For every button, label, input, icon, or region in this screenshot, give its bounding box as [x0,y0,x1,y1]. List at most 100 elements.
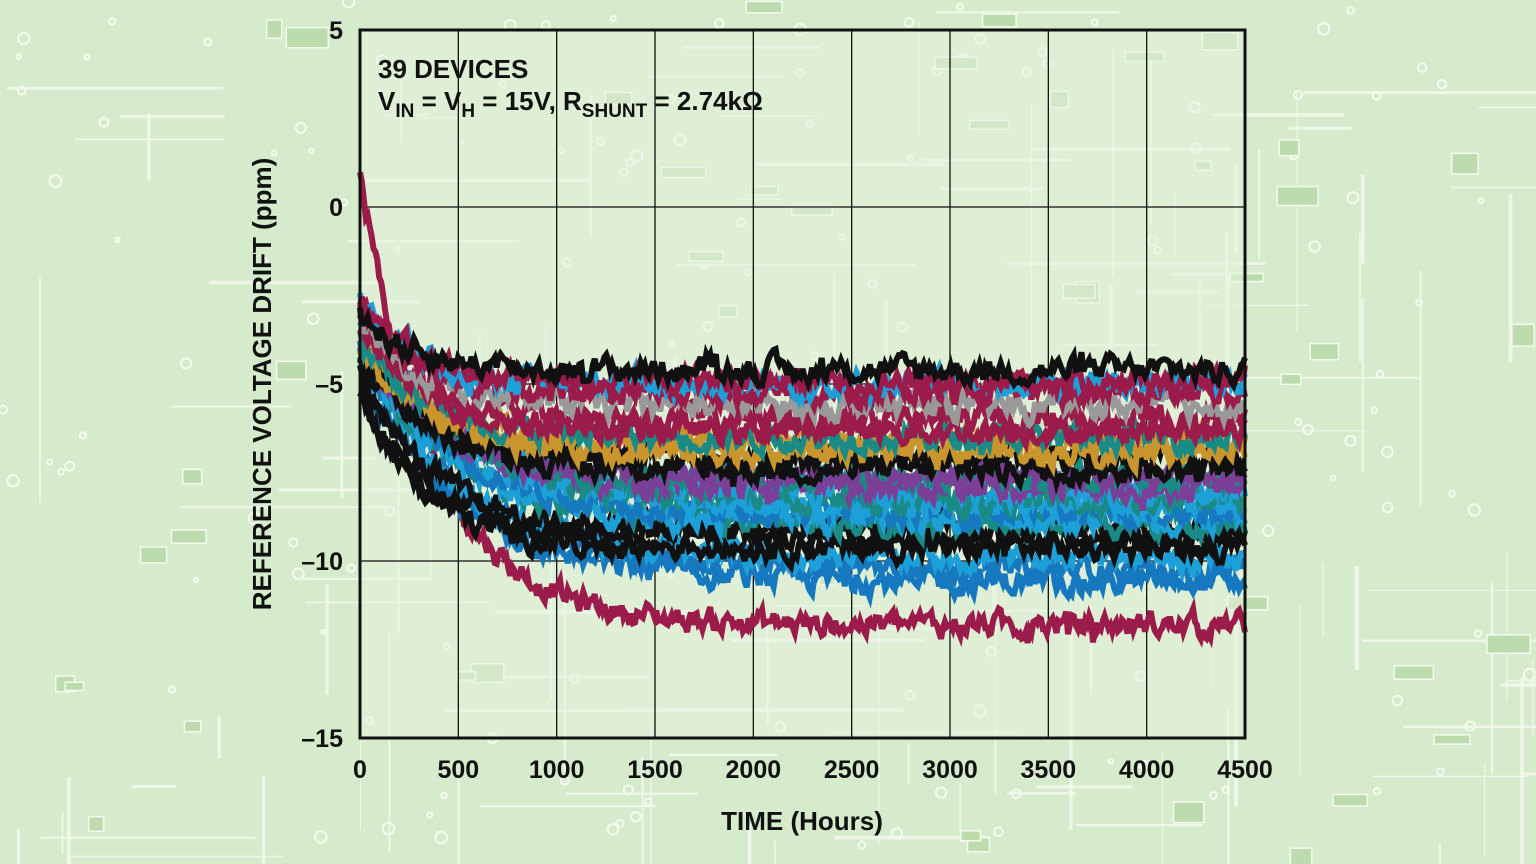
via [606,823,620,836]
via [1302,423,1314,436]
series-line [357,292,1248,411]
equals-15v-r: = 15V, R [475,86,582,116]
via [1090,18,1099,27]
plot-frame [358,28,1247,740]
via [261,256,268,264]
x-tick-label: 2500 [824,756,880,784]
via [1010,788,1022,800]
via [114,236,121,244]
component [87,815,105,833]
y-tick-label: –15 [301,725,343,753]
annotation-line1: 39 DEVICES [378,54,528,84]
via [17,31,31,46]
via [434,830,449,845]
via [1262,524,1275,538]
via [956,2,965,11]
component [1486,634,1531,655]
series-line [357,382,1248,563]
via [1346,191,1360,205]
series-line [357,312,1247,432]
via [1467,503,1481,517]
y-tick-label: –10 [301,548,343,576]
via [308,147,315,155]
via [1292,89,1304,101]
via [559,775,570,786]
x-tick-label: 500 [437,756,479,784]
x-tick-label: 2000 [726,756,782,784]
x-tick-label: 4500 [1217,756,1273,784]
component [170,529,207,545]
series-line [357,171,1248,649]
via [288,537,299,548]
via [644,797,653,806]
via [1436,79,1448,90]
via [381,821,396,836]
via [1416,62,1428,73]
component [981,13,1017,28]
x-tick-label: 1500 [627,756,683,784]
via [713,18,725,29]
y-tick-label: 5 [329,17,343,45]
component [1511,323,1535,347]
via [1294,418,1303,427]
y-tick-labels: 5 0 –5 –10 –15 [301,17,343,753]
via [314,829,328,844]
equals-v: = V [414,86,462,116]
via [1107,758,1115,765]
via [291,567,305,581]
via [1371,90,1382,101]
via [993,826,1004,837]
via [15,53,22,60]
via [1344,434,1357,447]
series-line [357,296,1248,410]
via [857,840,867,850]
via [294,121,307,134]
x-tick-label: 4000 [1119,756,1175,784]
v-h-subscript: H [461,101,475,122]
via [890,827,904,840]
via [346,563,357,573]
via [78,431,88,440]
via [440,791,448,800]
via [46,458,54,466]
component [285,26,330,49]
via [622,784,634,796]
x-tick-label: 0 [353,756,367,784]
via [180,357,193,370]
annotation: 39 DEVICES VIN = VH = 15V, RSHUNT = 2.74… [378,54,763,122]
via [64,460,76,472]
component [1276,185,1319,207]
via [270,149,278,157]
via [1209,791,1218,800]
component [183,720,202,733]
component [139,546,168,564]
via [1346,6,1355,15]
equals-resistance: = 2.74kΩ [647,86,763,116]
component [1280,373,1302,386]
via [1381,501,1394,514]
component [1278,139,1300,157]
via [615,818,625,828]
y-tick-label: –5 [315,371,343,399]
via [48,174,63,189]
via [1474,629,1483,638]
component [275,360,307,381]
component [745,0,783,14]
via [98,116,110,128]
via [1025,771,1034,780]
via [320,628,327,635]
via [1372,787,1381,796]
component [1332,793,1369,807]
r-shunt-subscript: SHUNT [582,101,648,122]
via [609,15,617,23]
component [1172,801,1205,824]
via [0,404,9,415]
component [64,681,85,692]
component [1289,847,1313,864]
x-axis-label: TIME (Hours) [721,806,883,836]
via [1436,767,1445,776]
via [1221,785,1230,794]
via [1375,369,1385,379]
via [1317,22,1331,36]
component [1393,664,1435,680]
